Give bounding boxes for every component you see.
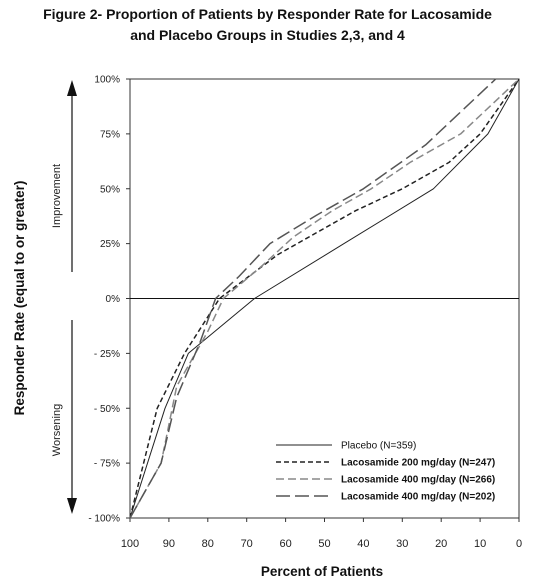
x-tick-label: 50: [318, 538, 330, 550]
x-tick-label: 80: [202, 538, 214, 550]
x-axis-ticks: 100 90 80 70 60 50 40 30 20 10 0: [121, 518, 522, 550]
y-axis-ticks: 100% 75% 50% 25% 0% - 25% - 50% - 75% - 100%: [88, 75, 130, 525]
series-line-3: [129, 78, 520, 519]
y-axis-label: Responder Rate (equal to or greater): [12, 181, 27, 416]
x-tick-label: 100: [121, 538, 139, 550]
y-tick-label: 100%: [94, 75, 120, 86]
series-line-2: [129, 78, 520, 519]
legend-entry-2: Lacosamide 200 mg/day (N=247): [341, 458, 495, 469]
legend-entry-4: Lacosamide 400 mg/day (N=202): [341, 492, 495, 503]
x-tick-label: 60: [279, 538, 291, 550]
y-tick-label: 75%: [100, 129, 120, 140]
worsening-arrow: [67, 320, 77, 514]
y-tick-label: - 75%: [94, 459, 120, 470]
series-line-4: [129, 78, 497, 519]
figure-title: Figure 2- Proportion of Patients by Resp…: [0, 4, 535, 46]
x-tick-label: 20: [435, 538, 447, 550]
improvement-arrow: [67, 80, 77, 272]
legend: Placebo (N=359) Lacosamide 200 mg/day (N=…: [276, 441, 495, 503]
series-line-1: [129, 78, 520, 519]
x-tick-label: 90: [163, 538, 175, 550]
y-tick-label: 50%: [100, 184, 120, 195]
figure-title-line-1: Figure 2- Proportion of Patients by Resp…: [43, 6, 492, 22]
x-tick-label: 70: [241, 538, 253, 550]
x-tick-label: 0: [516, 538, 522, 550]
x-tick-label: 30: [396, 538, 408, 550]
y-tick-label: - 100%: [88, 514, 120, 525]
series-lines: [129, 78, 520, 519]
legend-entry-3: Lacosamide 400 mg/day (N=266): [341, 475, 495, 486]
legend-entry-1: Placebo (N=359): [341, 441, 416, 452]
y-tick-label: 0%: [106, 294, 121, 305]
improvement-label: Improvement: [51, 164, 63, 228]
y-tick-label: - 25%: [94, 349, 120, 360]
x-tick-label: 10: [474, 538, 486, 550]
x-tick-label: 40: [357, 538, 369, 550]
figure-title-line-2: and Placebo Groups in Studies 2,3, and 4: [130, 27, 405, 43]
worsening-label: Worsening: [51, 404, 63, 456]
y-tick-label: 25%: [100, 239, 120, 250]
x-axis-label: Percent of Patients: [261, 564, 383, 579]
y-tick-label: - 50%: [94, 404, 120, 415]
